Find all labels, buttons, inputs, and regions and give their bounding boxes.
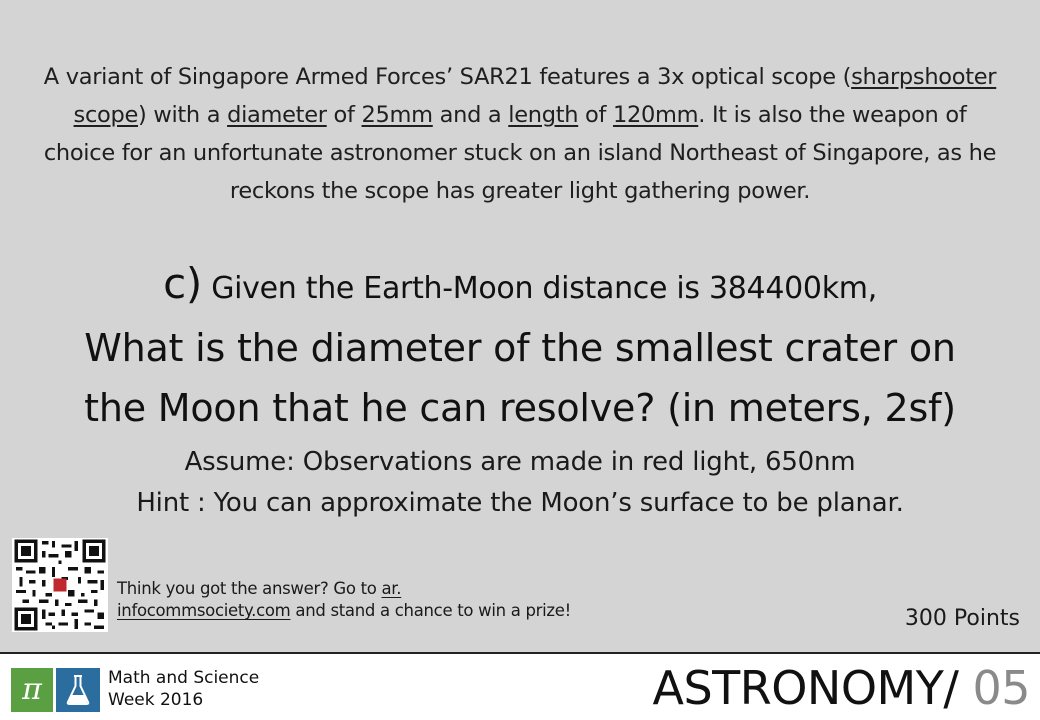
answer-call-to-action: Think you got the answer? Go to ar. info…	[117, 578, 577, 622]
pi-symbol: π	[22, 672, 42, 707]
intro-text: and a	[432, 102, 509, 128]
question-main: What is the diameter of the smallest cra…	[0, 318, 1040, 438]
term-length: length	[508, 102, 579, 128]
value-diameter: 25mm	[361, 102, 434, 128]
points-label: 300 Points	[904, 606, 1020, 631]
brand-line-2: Week 2016	[108, 690, 204, 710]
question-line-2: the Moon that he can resolve? (in meters…	[84, 386, 956, 430]
question-given: c) Given the Earth-Moon distance is 3844…	[0, 256, 1040, 317]
cta-text: and stand a chance to win a prize!	[290, 601, 571, 620]
intro-text: A variant of Singapore Armed Forces’ SAR…	[43, 64, 852, 90]
intro-text: ) with a	[138, 102, 228, 128]
intro-text: of	[578, 102, 613, 128]
category-label: ASTRONOMY/	[652, 661, 959, 715]
answer-link[interactable]: ar. infocommsociety.com	[117, 579, 402, 620]
question-letter: c)	[163, 259, 202, 308]
event-brand: Math and Science Week 2016	[108, 667, 259, 711]
category-title: ASTRONOMY/ 05	[653, 658, 1031, 718]
brand-line-1: Math and Science	[108, 668, 260, 688]
intro-text: . It is also the weapon of choice for an…	[43, 102, 997, 204]
pi-icon: π	[11, 668, 53, 712]
footer-bar: π Math and Science Week 2016 ASTRONOMY/ …	[0, 652, 1040, 720]
flask-icon	[56, 668, 100, 712]
intro-paragraph: A variant of Singapore Armed Forces’ SAR…	[40, 58, 1000, 210]
question-line-1: What is the diameter of the smallest cra…	[84, 326, 956, 370]
qr-code-icon[interactable]	[12, 538, 108, 632]
value-length: 120mm	[612, 102, 699, 128]
assumptions: Assume: Observations are made in red lig…	[0, 442, 1040, 524]
hint-text: Hint : You can approximate the Moon’s su…	[136, 488, 904, 518]
question-slide: A variant of Singapore Armed Forces’ SAR…	[0, 58, 1040, 632]
intro-text: of	[326, 102, 362, 128]
term-diameter: diameter	[227, 102, 327, 128]
cta-text: Think you got the answer? Go to	[117, 579, 382, 598]
question-number: 05	[958, 661, 1030, 715]
given-text: Given the Earth-Moon distance is 384400k…	[201, 271, 877, 306]
term-sharpshooter-scope: sharpshooter scope	[73, 64, 997, 128]
assume-text: Assume: Observations are made in red lig…	[184, 447, 856, 477]
